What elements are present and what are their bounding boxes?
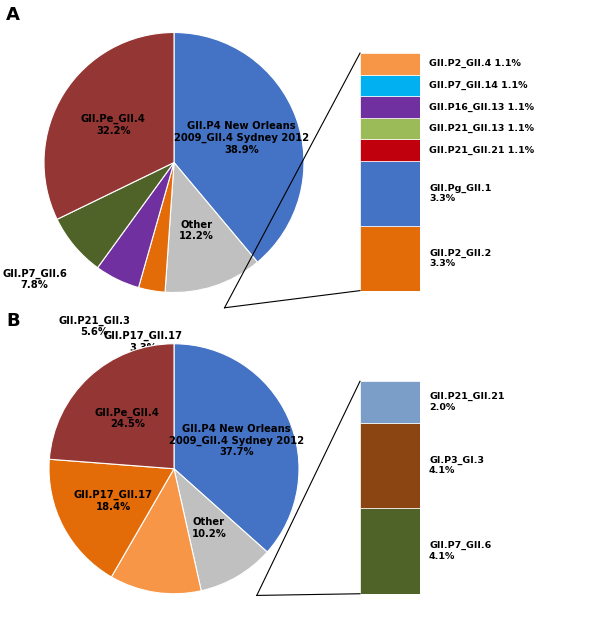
FancyBboxPatch shape [360, 508, 420, 594]
Text: GII.P7_GII.6
4.1%: GII.P7_GII.6 4.1% [429, 541, 491, 561]
Text: GII.P21_GII.3
5.6%: GII.P21_GII.3 5.6% [59, 315, 130, 337]
Text: GII.P16_GII.13 1.1%: GII.P16_GII.13 1.1% [429, 102, 534, 112]
Wedge shape [174, 469, 267, 591]
Text: GII.P21_GII.21 1.1%: GII.P21_GII.21 1.1% [429, 146, 534, 155]
Text: GII.Pe_GII.4
24.5%: GII.Pe_GII.4 24.5% [95, 408, 160, 429]
Text: Other
10.2%: Other 10.2% [191, 518, 226, 539]
Wedge shape [174, 344, 299, 552]
Wedge shape [57, 162, 174, 268]
Text: GII.P2_GII.2
3.3%: GII.P2_GII.2 3.3% [429, 249, 491, 268]
Text: GII.P17_GII.17
3.3%: GII.P17_GII.17 3.3% [103, 331, 182, 352]
Text: GII.P21_GII.21
2.0%: GII.P21_GII.21 2.0% [429, 392, 505, 412]
FancyBboxPatch shape [360, 53, 420, 75]
Text: GI.P3_GI.3
4.1%: GI.P3_GI.3 4.1% [429, 456, 484, 476]
Text: B: B [6, 312, 20, 331]
FancyBboxPatch shape [360, 118, 420, 139]
Wedge shape [49, 459, 174, 577]
Wedge shape [98, 162, 174, 288]
Text: GII.P4 New Orleans
2009_GII.4 Sydney 2012
37.7%: GII.P4 New Orleans 2009_GII.4 Sydney 201… [169, 424, 304, 458]
FancyBboxPatch shape [360, 96, 420, 118]
Wedge shape [49, 344, 174, 469]
Wedge shape [174, 32, 304, 262]
Text: A: A [6, 6, 20, 24]
Text: Other
12.2%: Other 12.2% [179, 220, 214, 241]
FancyBboxPatch shape [360, 226, 420, 291]
FancyBboxPatch shape [360, 75, 420, 96]
Text: GII.Pg_GII.1
3.3%: GII.Pg_GII.1 3.3% [429, 184, 491, 203]
Wedge shape [139, 162, 174, 292]
Text: GII.P7_GII.6
7.8%: GII.P7_GII.6 7.8% [2, 269, 67, 291]
FancyBboxPatch shape [360, 139, 420, 161]
Text: GII.P7_GII.14 1.1%: GII.P7_GII.14 1.1% [429, 81, 527, 90]
Text: GII.Pe_GII.4
32.2%: GII.Pe_GII.4 32.2% [81, 114, 146, 136]
Text: GII.P4 New Orleans
2009_GII.4 Sydney 2012
38.9%: GII.P4 New Orleans 2009_GII.4 Sydney 201… [173, 121, 309, 155]
Text: GII.P17_GII.17
18.4%: GII.P17_GII.17 18.4% [74, 490, 152, 512]
Wedge shape [165, 162, 257, 292]
Text: GII.P2_GII.4 1.1%: GII.P2_GII.4 1.1% [429, 59, 521, 69]
Wedge shape [112, 469, 201, 594]
Wedge shape [44, 32, 174, 219]
FancyBboxPatch shape [360, 381, 420, 423]
Text: GII.P21_GII.13 1.1%: GII.P21_GII.13 1.1% [429, 124, 534, 133]
FancyBboxPatch shape [360, 423, 420, 508]
FancyBboxPatch shape [360, 161, 420, 226]
